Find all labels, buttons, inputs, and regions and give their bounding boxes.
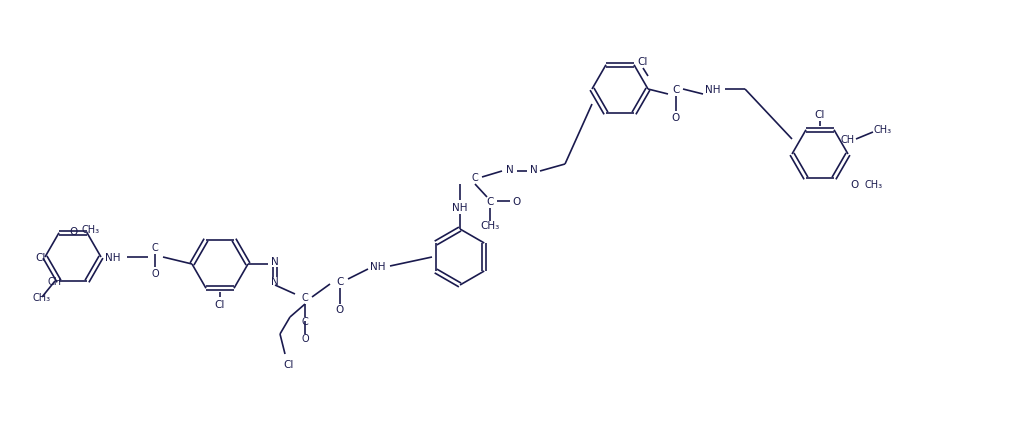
- Text: NH: NH: [453, 203, 468, 212]
- Text: CH: CH: [48, 276, 62, 286]
- Text: N: N: [506, 165, 513, 175]
- Text: N: N: [271, 256, 279, 266]
- Text: C: C: [151, 243, 158, 252]
- Text: CH: CH: [841, 135, 855, 144]
- Text: CH₃: CH₃: [865, 180, 883, 190]
- Text: C: C: [672, 85, 680, 95]
- Text: O: O: [672, 113, 680, 123]
- Text: O: O: [335, 304, 344, 314]
- Text: CH₃: CH₃: [481, 221, 500, 230]
- Text: Cl: Cl: [215, 299, 225, 309]
- Text: O: O: [851, 180, 859, 190]
- Text: Cl: Cl: [638, 57, 648, 67]
- Text: NH: NH: [105, 252, 120, 262]
- Text: C: C: [336, 276, 344, 286]
- Text: N: N: [530, 165, 538, 175]
- Text: O: O: [301, 333, 309, 343]
- Text: N: N: [271, 276, 279, 286]
- Text: CH₃: CH₃: [81, 224, 99, 234]
- Text: NH: NH: [705, 85, 720, 95]
- Text: CH₃: CH₃: [33, 292, 51, 302]
- Text: O: O: [512, 197, 521, 206]
- Text: C: C: [471, 172, 478, 183]
- Text: C: C: [487, 197, 494, 206]
- Text: C: C: [301, 316, 309, 326]
- Text: O: O: [151, 268, 158, 278]
- Text: C: C: [301, 292, 309, 302]
- Text: CH₃: CH₃: [874, 125, 892, 135]
- Text: Cl: Cl: [815, 110, 825, 120]
- Text: O: O: [69, 227, 77, 237]
- Text: NH: NH: [370, 261, 386, 271]
- Text: Cl: Cl: [36, 252, 46, 262]
- Text: Cl: Cl: [284, 359, 294, 369]
